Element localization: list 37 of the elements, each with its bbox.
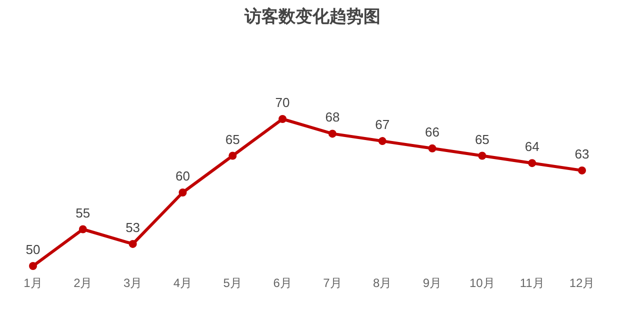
point bbox=[128, 240, 137, 248]
point bbox=[478, 152, 486, 160]
point bbox=[278, 115, 287, 123]
x-tick-label: 7月 bbox=[323, 276, 342, 290]
point bbox=[378, 137, 386, 146]
data-label: 53 bbox=[126, 220, 140, 235]
data-label: 70 bbox=[275, 95, 290, 110]
x-tick-label: 6月 bbox=[273, 276, 292, 290]
point bbox=[528, 159, 536, 168]
x-tick-label: 11月 bbox=[520, 276, 544, 290]
point bbox=[78, 225, 87, 234]
x-tick-label: 8月 bbox=[373, 276, 392, 290]
data-label: 65 bbox=[474, 132, 490, 147]
data-label: 66 bbox=[425, 124, 440, 140]
point bbox=[428, 144, 436, 152]
data-label: 55 bbox=[76, 205, 90, 220]
data-label: 50 bbox=[26, 242, 40, 257]
data-label: 67 bbox=[375, 117, 390, 132]
data-label: 65 bbox=[225, 132, 240, 147]
data-label: 68 bbox=[325, 110, 340, 125]
data-label: 60 bbox=[175, 168, 190, 184]
x-tick-label: 12月 bbox=[569, 276, 595, 290]
point bbox=[328, 130, 336, 138]
x-tick-label: 5月 bbox=[223, 276, 242, 290]
chart-title: 访客数变化趋势图 bbox=[244, 7, 380, 26]
data-label: 64 bbox=[524, 139, 540, 154]
x-tick-label: 3月 bbox=[123, 276, 142, 290]
x-tick-label: 2月 bbox=[74, 276, 92, 290]
x-tick-label: 4月 bbox=[173, 276, 192, 290]
point bbox=[29, 262, 37, 270]
x-tick-label: 1月 bbox=[24, 276, 42, 290]
point bbox=[578, 166, 586, 174]
point bbox=[228, 152, 237, 160]
point bbox=[178, 188, 187, 196]
x-tick-label: 10月 bbox=[470, 276, 495, 290]
x-tick-label: 9月 bbox=[422, 276, 442, 290]
data-label: 63 bbox=[574, 146, 590, 162]
